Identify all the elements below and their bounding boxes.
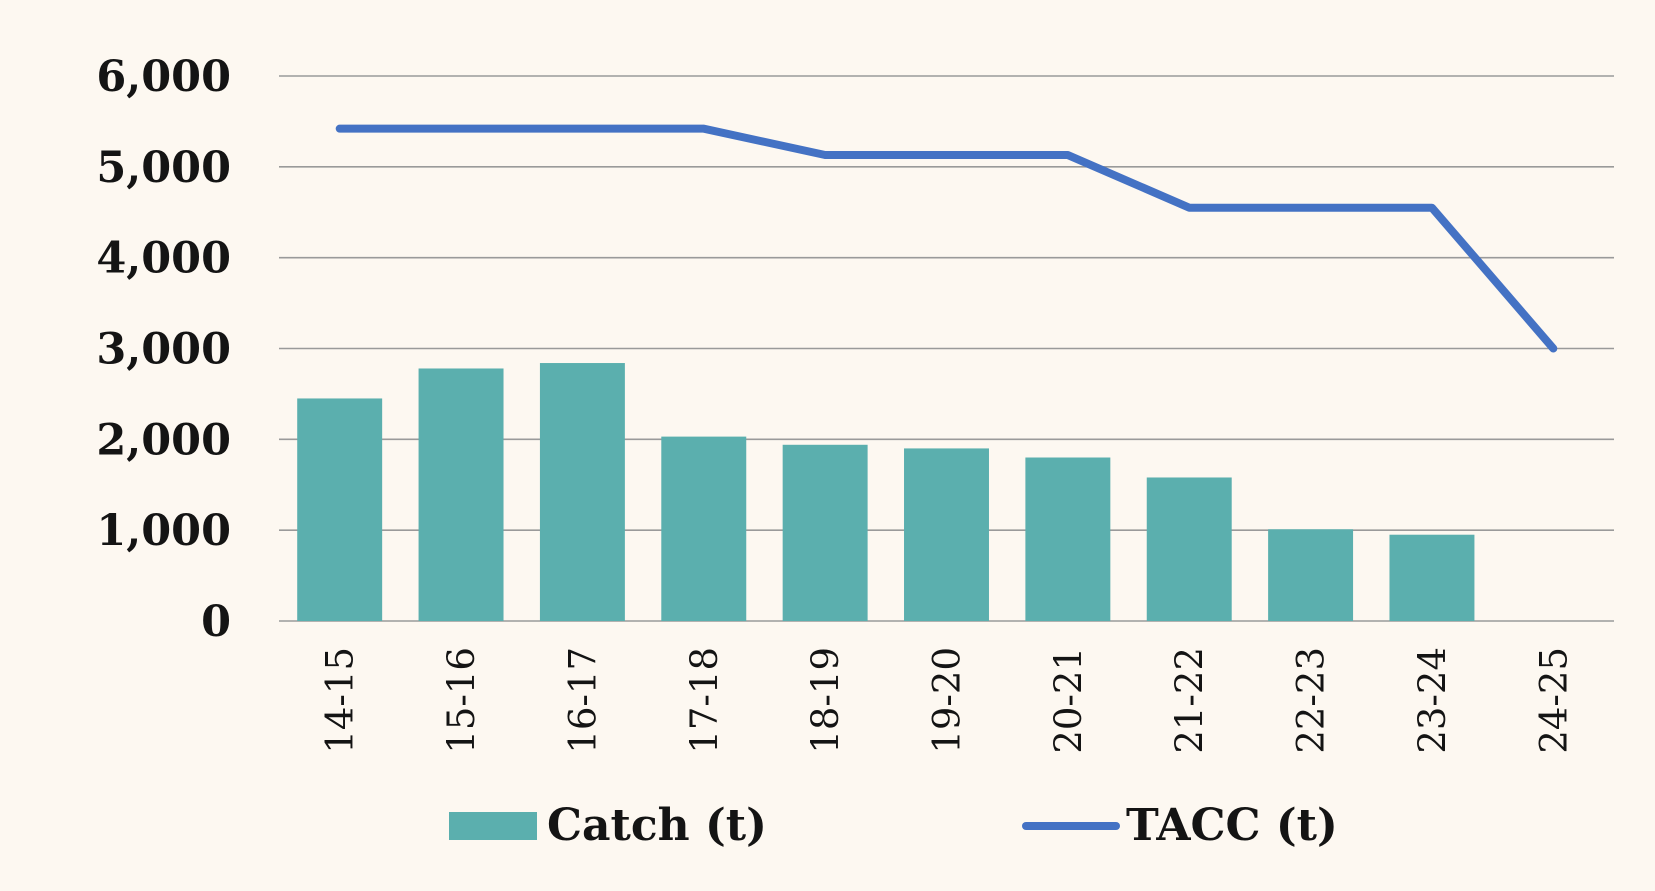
legend: Catch (t) TACC (t)	[449, 800, 1338, 851]
x-tick-label: 19-20	[926, 647, 969, 754]
catch-bar-22-23	[1268, 529, 1354, 621]
y-tick-label: 2,000	[96, 415, 231, 465]
tacc-line-layer	[335, 124, 1558, 353]
x-tick-label: 24-25	[1532, 647, 1575, 754]
catch-bar-20-21	[1025, 457, 1111, 621]
y-axis-ticks: 0 1,000 2,000 3,000 4,000 5,000 6,000	[96, 52, 231, 647]
catch-bar-19-20	[904, 448, 989, 621]
tacc-line	[335, 124, 1558, 353]
catch-bar-18-19	[782, 444, 868, 621]
x-tick-label: 14-15	[319, 647, 362, 754]
y-tick-label: 3,000	[96, 325, 231, 375]
x-tick-label: 23-24	[1411, 647, 1454, 754]
y-tick-label: 4,000	[96, 234, 231, 284]
catch-bar-17-18	[661, 436, 747, 621]
y-tick-label: 6,000	[96, 52, 231, 102]
y-tick-label: 5,000	[96, 143, 231, 193]
catch-bar-15-16	[418, 368, 504, 621]
legend-label-catch: Catch (t)	[547, 800, 767, 851]
x-axis-ticks: 14-15 15-16 16-17 17-18 18-19 19-20 20-21 21-22…	[319, 647, 1576, 754]
y-tick-label: 1,000	[96, 506, 231, 556]
catch-bar-23-24	[1389, 534, 1475, 621]
y-tick-label: 0	[201, 597, 231, 647]
catch-bar-14-15	[297, 398, 383, 621]
catch-bar-21-22	[1146, 477, 1232, 621]
x-tick-label: 17-18	[683, 647, 726, 754]
x-tick-label: 15-16	[440, 647, 483, 754]
legend-label-tacc: TACC (t)	[1126, 800, 1338, 851]
x-tick-label: 20-21	[1047, 647, 1090, 754]
x-tick-label: 16-17	[561, 647, 604, 754]
catch-bar-16-17	[539, 363, 625, 621]
x-tick-label: 18-19	[804, 647, 847, 754]
legend-swatch-catch	[449, 812, 537, 840]
x-tick-label: 21-22	[1168, 647, 1211, 754]
x-tick-label: 22-23	[1290, 647, 1333, 754]
catch-bars	[297, 363, 1475, 621]
